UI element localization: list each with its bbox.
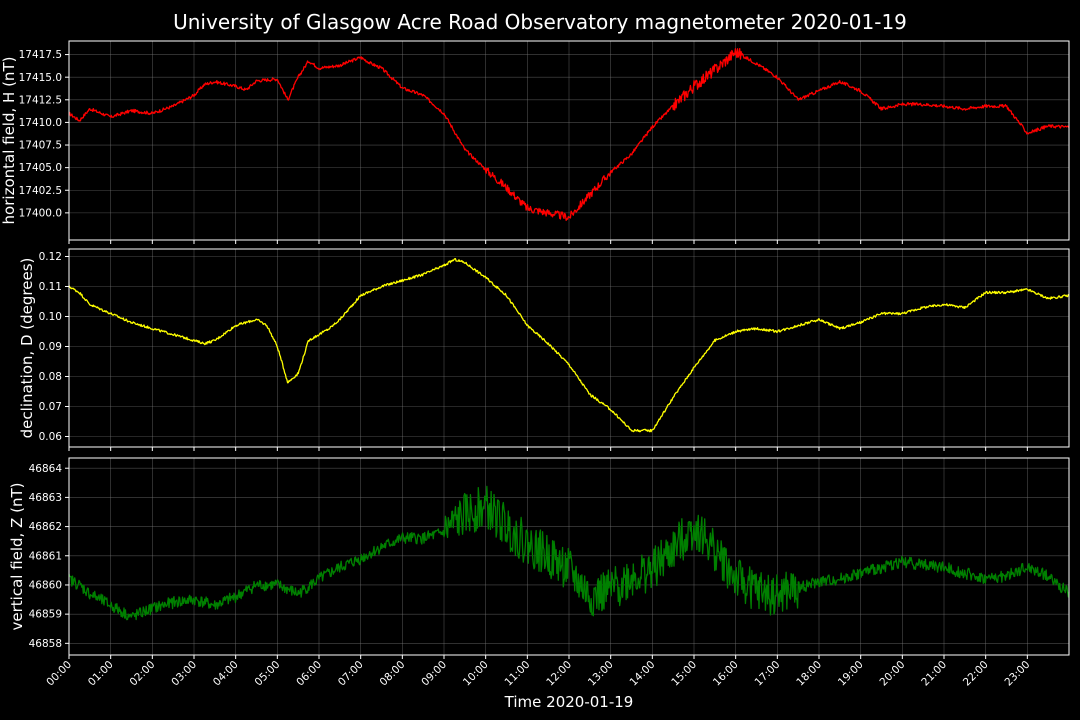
x-tick-label: 08:00	[378, 659, 408, 689]
x-tick-label: 23:00	[1003, 659, 1033, 689]
y-tick-label: 46862	[29, 521, 62, 533]
y-tick-label: 0.08	[39, 371, 62, 383]
y-tick-label: 46860	[29, 580, 62, 592]
x-tick-label: 11:00	[503, 659, 533, 689]
x-tick-label: 15:00	[669, 659, 699, 689]
x-tick-label: 09:00	[419, 659, 449, 689]
x-tick-label: 00:00	[44, 659, 74, 689]
series-line	[68, 48, 1070, 222]
y-tick-label: 0.09	[39, 341, 62, 353]
x-tick-labels: 00:00 01:00 02:00 03:00 04:00 05:00 06:00 07:00…	[44, 659, 1032, 689]
x-tick-label: 06:00	[294, 659, 324, 689]
x-tick-label: 21:00	[919, 659, 949, 689]
x-tick-label: 18:00	[794, 659, 824, 689]
chart-title: University of Glasgow Acre Road Observat…	[173, 10, 907, 34]
x-tick-label: 07:00	[336, 659, 366, 689]
x-tick-label: 22:00	[961, 659, 991, 689]
y-tick-label: 17417.5	[19, 49, 62, 61]
y-tick-label: 0.11	[39, 281, 62, 293]
y-tick-label: 0.12	[39, 251, 62, 263]
y-tick-label: 17402.5	[19, 185, 62, 197]
y-tick-label: 17410.0	[19, 117, 62, 129]
y-tick-label: 0.10	[39, 311, 62, 323]
y-tick-label: 46859	[29, 609, 62, 621]
panel-2: 0.06 0.07 0.08 0.09 0.10 0.11 0.12declination,…	[18, 248, 1070, 451]
panel-1: 17400.0 17402.5 17405.0 17407.5 17410.0 17412…	[0, 40, 1070, 244]
x-tick-label: 10:00	[461, 659, 491, 689]
y-tick-label: 46863	[29, 492, 62, 504]
panel-3: 46858 46859 46860 46861 46862 46863 46864verti…	[8, 457, 1070, 659]
x-tick-label: 17:00	[753, 659, 783, 689]
y-tick-label: 46864	[29, 463, 63, 475]
y-tick-label: 17415.0	[19, 72, 62, 84]
panel-frame	[68, 248, 1070, 448]
x-tick-label: 04:00	[211, 659, 241, 689]
panel-frame	[68, 457, 1070, 656]
y-axis-label: vertical field, Z (nT)	[8, 482, 26, 630]
y-tick-label: 46861	[29, 550, 62, 562]
x-tick-label: 03:00	[169, 659, 199, 689]
panel-frame	[68, 40, 1070, 241]
x-axis-label: Time 2020-01-19	[504, 693, 634, 711]
x-tick-label: 02:00	[128, 659, 158, 689]
panels: 17400.0 17402.5 17405.0 17407.5 17410.0 17412…	[0, 40, 1070, 689]
y-tick-label: 0.06	[39, 431, 63, 443]
y-tick-label: 17412.5	[19, 94, 62, 106]
y-tick-label: 17405.0	[19, 162, 62, 174]
y-axis-label: horizontal field, H (nT)	[0, 57, 18, 225]
x-tick-label: 12:00	[544, 659, 574, 689]
x-tick-label: 01:00	[86, 659, 116, 689]
series-line	[68, 258, 1070, 433]
x-tick-label: 19:00	[836, 659, 866, 689]
x-tick-label: 05:00	[253, 659, 283, 689]
x-tick-label: 13:00	[586, 659, 616, 689]
x-tick-label: 16:00	[711, 659, 741, 689]
y-tick-label: 17400.0	[19, 207, 62, 219]
x-tick-label: 14:00	[628, 659, 658, 689]
y-tick-label: 0.07	[39, 401, 62, 413]
series-line	[68, 485, 1070, 621]
x-tick-label: 20:00	[878, 659, 908, 689]
y-tick-label: 46858	[29, 638, 62, 650]
y-tick-label: 17407.5	[19, 140, 62, 152]
y-axis-label: declination, D (degrees)	[18, 258, 36, 439]
